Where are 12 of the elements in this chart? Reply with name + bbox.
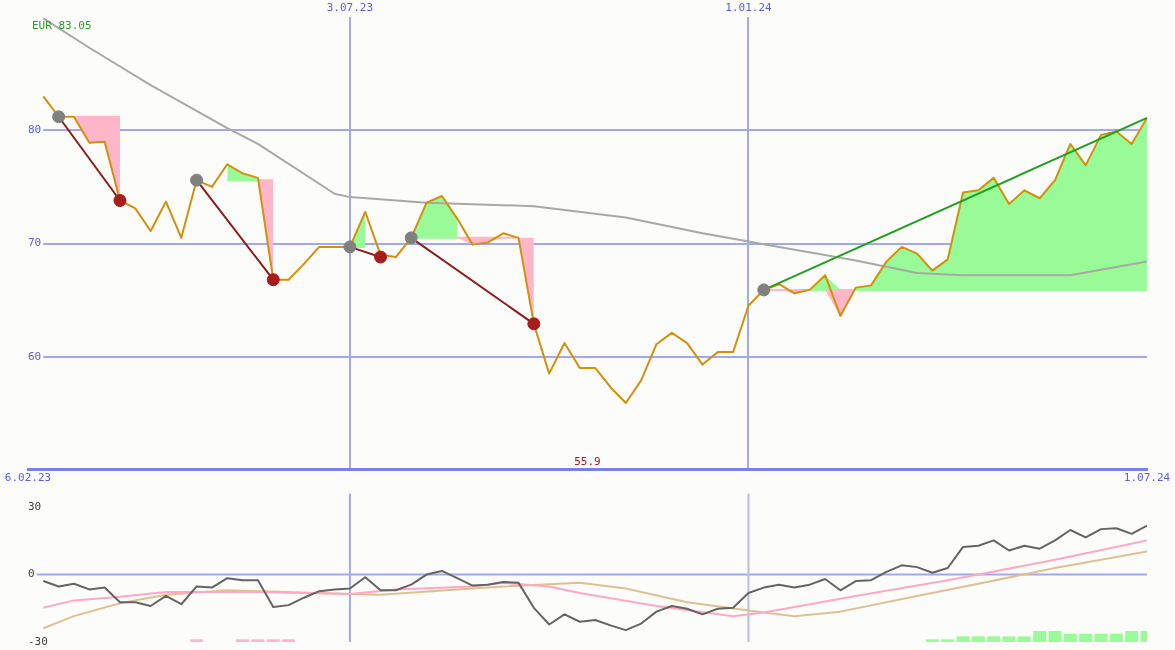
y-tick-label: 0: [28, 567, 35, 581]
x2-tick-label: 3.07.23: [326, 1, 374, 15]
y-tick-label: -30: [28, 634, 48, 648]
annotation: 55.9: [574, 454, 601, 468]
y-tick-label: 70: [28, 236, 42, 250]
x-tick-label: 6.02.23: [4, 471, 52, 485]
annotation: EUR 83.05: [32, 19, 92, 33]
y-tick-label: 30: [28, 499, 42, 513]
x-tick-label: 1.07.24: [1123, 471, 1171, 485]
y-tick-label: 60: [28, 349, 42, 363]
x2-tick-label: 1.01.24: [725, 1, 773, 15]
y-tick-label: 80: [28, 123, 42, 137]
